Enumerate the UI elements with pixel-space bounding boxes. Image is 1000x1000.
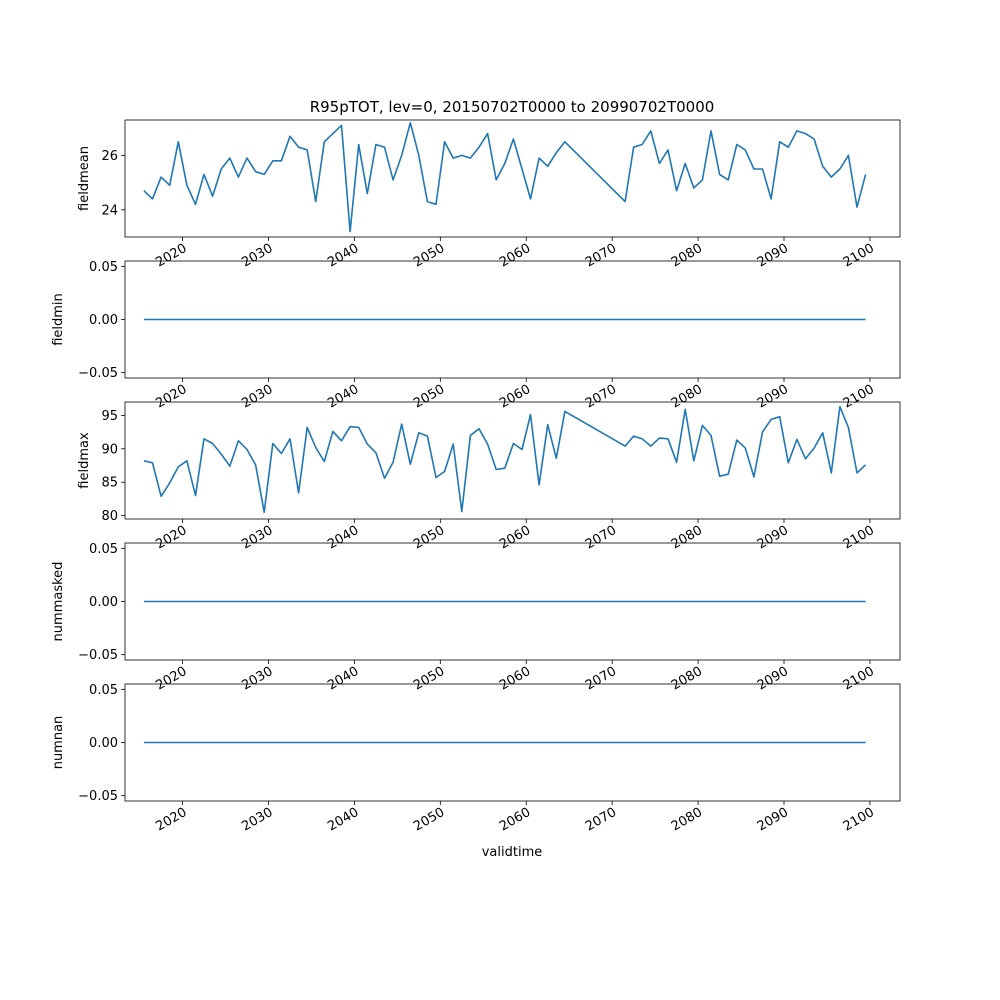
y-tick-label: 0.00	[89, 736, 118, 751]
y-axis-label: fieldmin	[51, 293, 66, 346]
y-tick-label: −0.05	[78, 648, 118, 663]
x-tick-label: 2050	[411, 523, 447, 553]
panel-numnan: −0.05 0.00 0.05 2020 2030 2040 2050 2060 2070 208…	[51, 683, 901, 835]
x-tick-label: 2090	[755, 241, 791, 271]
chart-title: R95pTOT, lev=0, 20150702T0000 to 2099070…	[310, 98, 715, 116]
panel-fieldmin: −0.05 0.00 0.05 2020 2030 2040 2050 2060 2070 208…	[51, 260, 901, 412]
y-tick-label: −0.05	[78, 366, 118, 381]
panels-group: 24 26 2020 2030 2040 2050 2060 2070 2080 2090 2100…	[51, 119, 901, 835]
x-tick-label: 2020	[153, 523, 189, 553]
x-tick-label: 2100	[841, 241, 877, 271]
x-tick-label: 2080	[669, 805, 705, 835]
x-tick-label: 2080	[669, 523, 705, 553]
x-tick-label: 2100	[841, 664, 877, 694]
y-tick-label: 85	[101, 476, 118, 491]
y-axis-label: fieldmean	[77, 146, 92, 211]
x-tick-label: 2050	[411, 805, 447, 835]
x-tick-label: 2080	[669, 382, 705, 412]
x-tick-label: 2030	[239, 382, 275, 412]
y-axis-label: numnan	[51, 716, 66, 770]
x-tick-label: 2070	[583, 805, 619, 835]
y-tick-label: −0.05	[78, 789, 118, 804]
x-tick-label: 2090	[755, 664, 791, 694]
x-tick-label: 2060	[497, 664, 533, 694]
x-tick-label: 2070	[583, 664, 619, 694]
x-tick-label: 2060	[497, 382, 533, 412]
x-tick-label: 2020	[153, 382, 189, 412]
x-tick-label: 2080	[669, 241, 705, 271]
x-tick-label: 2100	[841, 805, 877, 835]
series-line	[143, 121, 867, 233]
y-tick-label: 80	[101, 509, 118, 524]
axes-frame	[124, 119, 901, 238]
axes-frame	[124, 401, 901, 520]
x-tick-label: 2050	[411, 241, 447, 271]
y-tick-label: 90	[101, 442, 118, 457]
x-tick-label: 2070	[583, 382, 619, 412]
x-tick-label: 2060	[497, 241, 533, 271]
x-tick-label: 2060	[497, 523, 533, 553]
y-axis-label: fieldmax	[77, 432, 92, 489]
x-axis-label: validtime	[482, 845, 543, 860]
x-tick-label: 2020	[153, 805, 189, 835]
x-tick-label: 2020	[153, 241, 189, 271]
x-tick-label: 2030	[239, 523, 275, 553]
x-tick-label: 2030	[239, 664, 275, 694]
x-tick-label: 2080	[669, 664, 705, 694]
y-tick-label: 24	[101, 203, 118, 218]
panel-nummasked: −0.05 0.00 0.05 2020 2030 2040 2050 2060 2070 208…	[51, 542, 901, 694]
x-tick-label: 2060	[497, 805, 533, 835]
x-tick-label: 2070	[583, 241, 619, 271]
x-tick-label: 2090	[755, 805, 791, 835]
x-tick-label: 2040	[325, 805, 361, 835]
x-tick-label: 2090	[755, 523, 791, 553]
x-tick-label: 2040	[325, 382, 361, 412]
y-tick-label: 0.05	[89, 542, 118, 557]
panel-fieldmean: 24 26 2020 2030 2040 2050 2060 2070 2080 2090 2100…	[77, 119, 901, 271]
series-line	[143, 405, 867, 514]
y-tick-label: 0.05	[89, 683, 118, 698]
y-tick-label: 95	[101, 409, 118, 424]
x-tick-label: 2100	[841, 382, 877, 412]
x-tick-label: 2040	[325, 664, 361, 694]
x-tick-label: 2070	[583, 523, 619, 553]
x-tick-label: 2030	[239, 805, 275, 835]
y-tick-label: 0.05	[89, 260, 118, 275]
y-tick-label: 26	[101, 149, 118, 164]
x-tick-label: 2050	[411, 382, 447, 412]
y-axis-label: nummasked	[51, 562, 66, 642]
x-tick-label: 2040	[325, 241, 361, 271]
y-tick-label: 0.00	[89, 595, 118, 610]
panel-fieldmax: 80 85 90 95 2020 2030 2040 2050 2060 2070 2080 2090…	[77, 401, 901, 553]
x-tick-label: 2050	[411, 664, 447, 694]
x-tick-label: 2090	[755, 382, 791, 412]
x-tick-label: 2040	[325, 523, 361, 553]
y-tick-label: 0.00	[89, 313, 118, 328]
x-tick-label: 2100	[841, 523, 877, 553]
x-tick-label: 2030	[239, 241, 275, 271]
x-tick-label: 2020	[153, 664, 189, 694]
